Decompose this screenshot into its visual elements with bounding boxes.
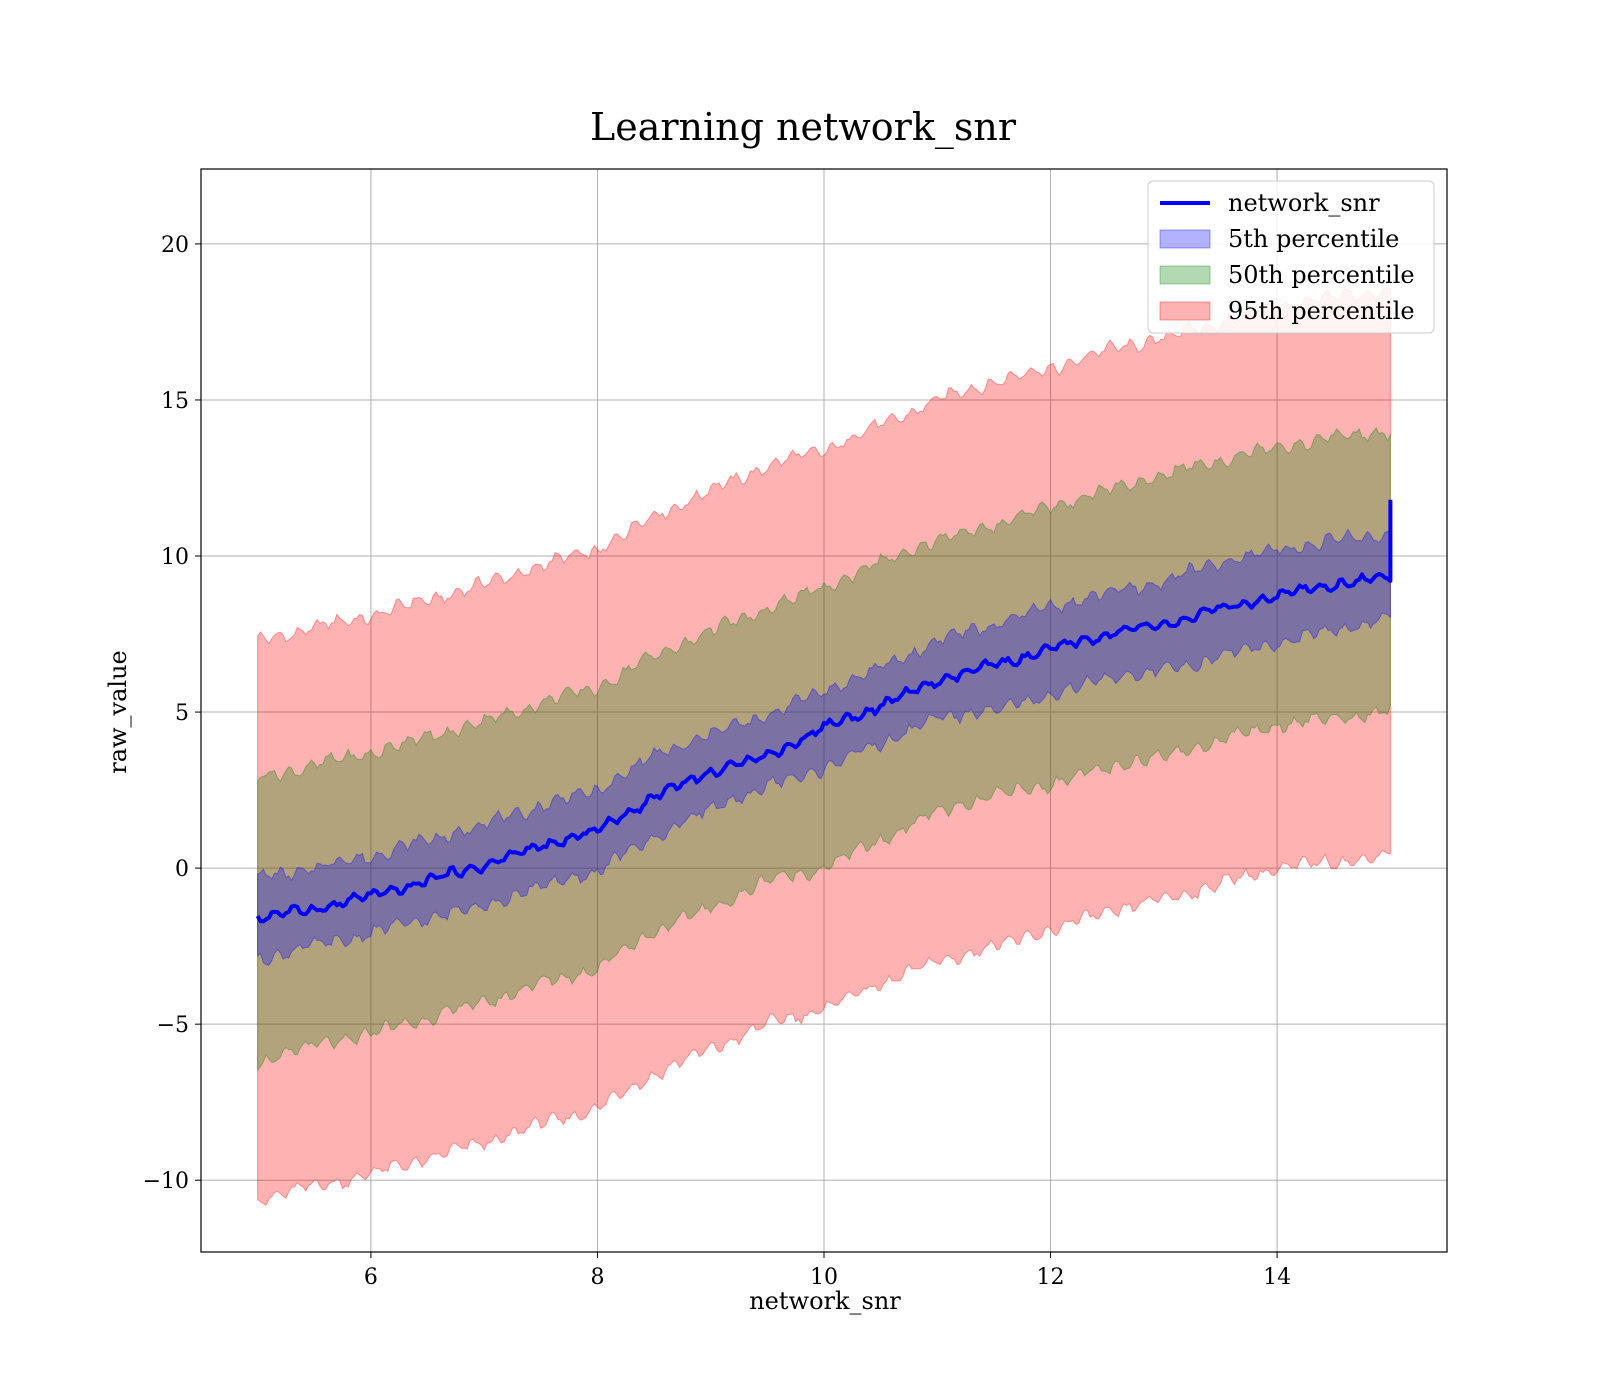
x-tick-label: 10 xyxy=(810,1265,838,1290)
y-tick-label: −5 xyxy=(157,1013,189,1038)
y-tick-label: 20 xyxy=(161,233,189,258)
x-tick-label: 6 xyxy=(364,1265,378,1290)
plot-area: 6 8 10 12 14 −10 −5 0 5 10 15 20 xyxy=(143,168,1448,1290)
x-tick-label: 14 xyxy=(1263,1265,1291,1290)
legend-box xyxy=(1147,180,1435,334)
legend-label-network-snr: network_snr xyxy=(1228,189,1380,217)
legend-swatch-5th-percentile xyxy=(1159,229,1211,249)
y-tick-label: 0 xyxy=(175,857,189,882)
x-tick-label: 8 xyxy=(590,1265,604,1290)
band-5th-percentile xyxy=(257,528,1391,966)
y-tick-label: 15 xyxy=(161,389,189,414)
legend-swatch-50th-percentile xyxy=(1159,265,1211,285)
x-axis-label: network_snr xyxy=(749,1287,901,1315)
legend-label-50th-percentile: 50th percentile xyxy=(1228,261,1415,289)
y-tick-label: −10 xyxy=(143,1169,189,1194)
y-tick-label: 5 xyxy=(175,701,189,726)
band-50th-percentile xyxy=(257,426,1391,1072)
legend-label-5th-percentile: 5th percentile xyxy=(1228,225,1399,253)
x-tick-label: 12 xyxy=(1037,1265,1065,1290)
legend-label-95th-percentile: 95th percentile xyxy=(1228,297,1415,325)
band-95th-percentile xyxy=(257,287,1391,1206)
y-axis-label: raw_value xyxy=(104,650,132,774)
legend: network_snr 5th percentile 50th percentile… xyxy=(1147,180,1435,334)
chart-title: Learning network_snr xyxy=(590,105,1017,150)
y-tick-label: 10 xyxy=(161,545,189,570)
legend-swatch-95th-percentile xyxy=(1159,301,1211,321)
series-line-network-snr xyxy=(255,499,1393,924)
